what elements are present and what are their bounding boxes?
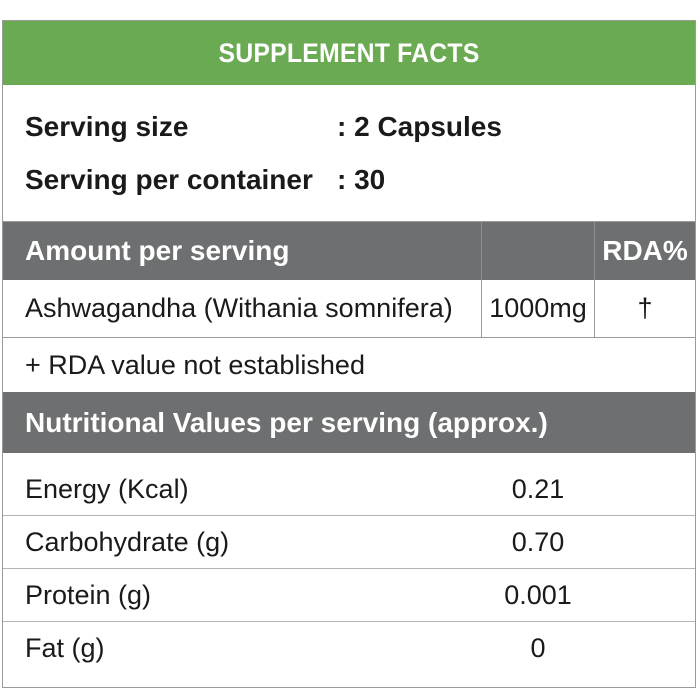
servings-per-container-value: : 30: [337, 164, 386, 195]
nutrient-name: Fat (g): [25, 633, 105, 663]
serving-size-value: : 2 Capsules: [337, 111, 502, 142]
nutrient-value: 0.21: [511, 473, 565, 504]
nutrition-header: Nutritional Values per serving (approx.): [3, 392, 695, 453]
nutrition-row-protein: Protein (g) 0.001: [3, 569, 695, 622]
serving-size-label: Serving size: [25, 111, 189, 142]
facts-title: SUPPLEMENT FACTS: [30, 21, 668, 85]
nutrient-name: Energy (Kcal): [25, 473, 189, 504]
nutrient-name: Carbohydrate (g): [25, 526, 230, 557]
amount-table-header: Amount per serving RDA%: [3, 222, 695, 280]
nutrition-row-carbohydrate: Carbohydrate (g) 0.70: [3, 516, 695, 569]
nutrition-table: Energy (Kcal) 0.21 Carbohydrate (g) 0.70…: [3, 463, 695, 675]
ingredient-rda: †: [594, 280, 695, 337]
servings-per-container-label: Serving per container: [25, 164, 313, 195]
nutrition-row-energy: Energy (Kcal) 0.21: [3, 463, 695, 516]
amount-header-blank: [481, 222, 594, 280]
amount-header-label: Amount per serving: [25, 235, 290, 266]
nutrient-value: 0.001: [504, 579, 572, 610]
ingredient-row: Ashwagandha (Withania somnifera) 1000mg …: [3, 280, 695, 338]
rda-header-label: RDA%: [594, 222, 695, 280]
facts-header: SUPPLEMENT FACTS: [3, 21, 695, 85]
nutrient-value: 0.70: [511, 526, 565, 557]
nutrition-row-fat: Fat (g) 0: [3, 622, 695, 675]
ingredient-name: Ashwagandha (Withania somnifera): [25, 293, 453, 323]
ingredient-amount: 1000mg: [481, 280, 594, 337]
nutrient-value: 0: [530, 633, 546, 663]
serving-info: Serving size : 2 Capsules Serving per con…: [3, 85, 695, 222]
rda-note: + RDA value not established: [25, 349, 365, 380]
supplement-facts-panel: SUPPLEMENT FACTS Serving size : 2 Capsule…: [2, 20, 696, 688]
servings-per-container-row: Serving per container : 30: [25, 164, 385, 196]
nutrient-name: Protein (g): [25, 579, 152, 610]
serving-size-row: Serving size : 2 Capsules: [25, 111, 502, 143]
